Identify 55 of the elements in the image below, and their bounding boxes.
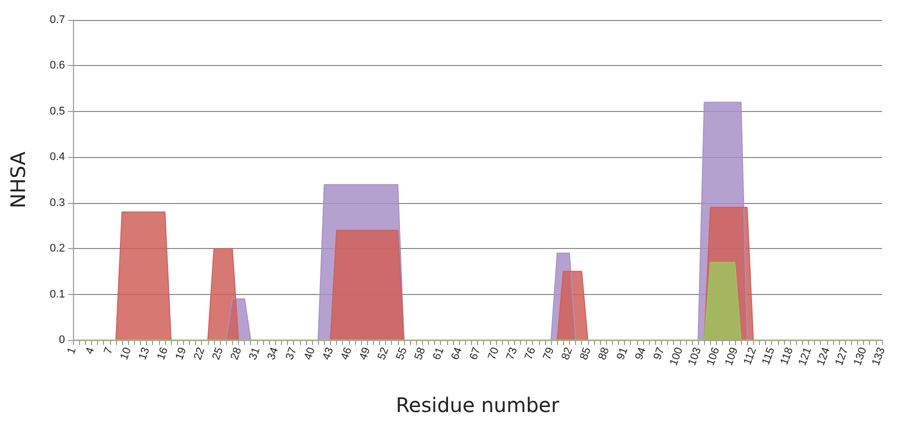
y-tick-label: 0.3 (50, 196, 65, 209)
y-tick-label: 0.5 (50, 105, 65, 118)
x-tick-label: 118 (778, 346, 796, 367)
x-tick-label: 85 (578, 346, 594, 362)
x-tick-label: 25 (210, 346, 226, 362)
x-tick-label: 73 (504, 346, 520, 362)
y-tick-label: 0.1 (50, 288, 65, 300)
x-tick-label: 34 (265, 346, 281, 362)
x-tick-label: 115 (760, 346, 778, 367)
x-tick-label: 49 (357, 346, 373, 362)
x-tick-label: 13 (136, 346, 152, 362)
x-tick-label: 10 (118, 346, 134, 362)
x-tick-label: 88 (596, 346, 612, 362)
x-tick-label: 133 (870, 346, 888, 368)
x-tick-label: 106 (704, 346, 722, 368)
x-tick-label: 82 (560, 346, 576, 362)
x-tick-label: 100 (668, 346, 686, 368)
x-tick-label: 130 (852, 346, 870, 368)
x-tick-label: 1 (65, 346, 79, 356)
y-tick-label: 0.2 (50, 242, 65, 255)
x-tick-label: 28 (228, 346, 244, 362)
x-tick-label: 127 (833, 346, 851, 368)
x-axis-title: Residue number (396, 393, 560, 417)
x-tick-label: 79 (541, 346, 557, 362)
x-tick-label: 7 (102, 346, 116, 356)
x-tick-label: 40 (302, 346, 318, 362)
x-tick-label: 43 (320, 346, 336, 362)
x-tick-label: 91 (614, 346, 630, 362)
y-axis-title: NHSA (6, 151, 30, 208)
x-tick-label: 46 (338, 346, 354, 362)
x-tick-label: 76 (522, 346, 538, 362)
x-tick-label: 97 (652, 346, 667, 362)
x-tick-label: 70 (486, 346, 502, 362)
y-tick-label: 0 (58, 334, 65, 346)
x-tick-label: 109 (722, 346, 741, 368)
x-tick-label: 61 (430, 346, 446, 362)
x-tick-label: 22 (192, 346, 208, 362)
y-tick-label: 0.6 (50, 60, 65, 72)
x-tick-label: 37 (284, 346, 300, 362)
x-tick-label: 19 (173, 346, 189, 362)
x-tick-label: 67 (468, 346, 484, 362)
x-tick-label: 4 (84, 346, 98, 356)
x-tick-label: 103 (686, 346, 704, 368)
x-tick-label: 112 (742, 346, 759, 367)
x-tick-label: 52 (376, 346, 392, 362)
x-tick-label: 121 (796, 346, 814, 368)
x-tick-label: 94 (633, 346, 649, 362)
x-tick-label: 31 (247, 346, 262, 362)
x-tick-label: 124 (814, 346, 832, 368)
x-tick-label: 16 (155, 346, 171, 362)
x-tick-label: 58 (412, 346, 428, 362)
x-tick-label: 64 (449, 346, 465, 362)
x-tick-label: 55 (394, 346, 410, 362)
y-tick-label: 0.4 (50, 151, 65, 164)
y-tick-label: 0.7 (50, 14, 65, 26)
